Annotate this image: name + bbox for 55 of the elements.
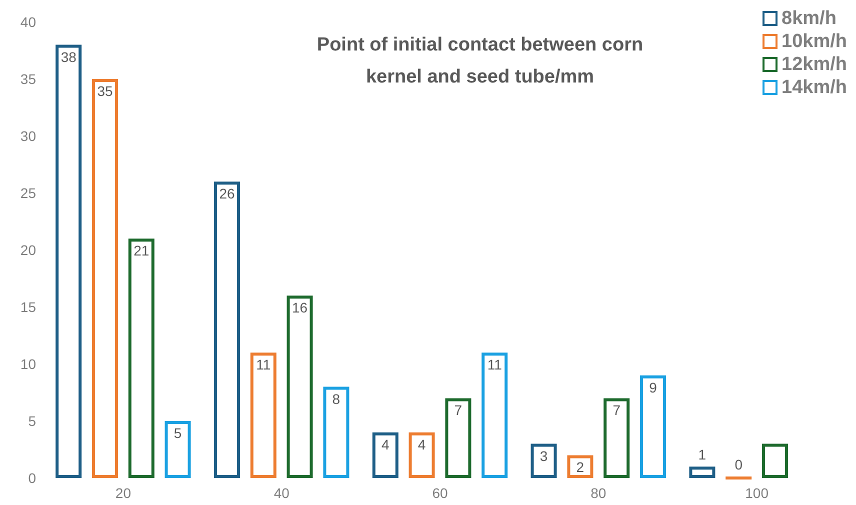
data-label: 38 bbox=[60, 48, 77, 65]
legend-label: 10km/h bbox=[782, 31, 848, 52]
data-label: 8 bbox=[332, 390, 340, 407]
bar bbox=[372, 432, 398, 478]
y-tick-label: 40 bbox=[20, 14, 36, 30]
bar bbox=[689, 466, 716, 478]
x-tick-label: 20 bbox=[115, 485, 132, 501]
y-tick-label: 15 bbox=[20, 299, 36, 315]
data-label: 9 bbox=[649, 379, 658, 396]
data-label: 35 bbox=[97, 83, 113, 99]
data-label: 3 bbox=[540, 448, 548, 464]
bar bbox=[250, 352, 276, 478]
bar bbox=[530, 444, 557, 478]
bar bbox=[445, 398, 472, 478]
bar bbox=[762, 444, 788, 478]
data-label: 4 bbox=[418, 436, 426, 452]
bar bbox=[56, 44, 82, 478]
bar bbox=[567, 455, 594, 478]
bar bbox=[286, 296, 313, 478]
data-label: 1 bbox=[698, 446, 706, 463]
data-label: 7 bbox=[454, 402, 462, 418]
y-tick-label: 35 bbox=[20, 71, 36, 87]
bar bbox=[604, 398, 630, 478]
x-tick-label: 40 bbox=[274, 485, 290, 501]
bar bbox=[482, 352, 508, 478]
text: Point of initial contact between corn kernel and seed tube/mm bbox=[316, 34, 644, 88]
legend-label: 8km/h bbox=[782, 8, 836, 29]
y-tick-label: 5 bbox=[28, 413, 36, 429]
y-tick-label: 10 bbox=[20, 356, 36, 372]
x-tick-label: 80 bbox=[590, 485, 606, 501]
x-tick-label: 60 bbox=[432, 485, 448, 501]
legend-label: 12km/h bbox=[782, 54, 848, 75]
y-tick-label: 25 bbox=[20, 185, 36, 201]
data-label: 0 bbox=[734, 456, 743, 472]
bar bbox=[92, 79, 118, 478]
legend-label: 14km/h bbox=[782, 77, 848, 98]
data-label: 11 bbox=[256, 356, 271, 373]
data-label: 16 bbox=[292, 300, 308, 316]
data-label: 5 bbox=[174, 425, 182, 441]
bar bbox=[128, 238, 154, 478]
data-label: 2 bbox=[576, 459, 584, 476]
data-label: 4 bbox=[382, 436, 390, 452]
bar bbox=[408, 432, 435, 478]
y-tick-label: 0 bbox=[28, 470, 36, 486]
y-tick-label: 20 bbox=[20, 242, 36, 258]
bar bbox=[164, 421, 191, 478]
bar bbox=[323, 386, 350, 478]
y-tick-label: 30 bbox=[20, 128, 36, 144]
data-label: 26 bbox=[219, 186, 235, 202]
bar bbox=[214, 182, 240, 478]
data-label: 21 bbox=[134, 242, 150, 259]
data-label: 11 bbox=[487, 356, 502, 373]
data-label: 7 bbox=[612, 402, 621, 418]
bar bbox=[640, 375, 666, 478]
x-tick-label: 100 bbox=[745, 485, 769, 501]
